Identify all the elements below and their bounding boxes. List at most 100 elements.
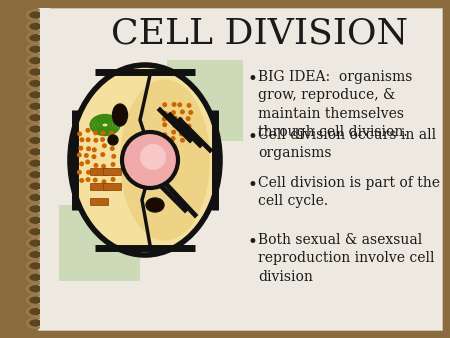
Circle shape <box>109 131 114 136</box>
Circle shape <box>93 171 98 176</box>
Ellipse shape <box>30 126 42 132</box>
Circle shape <box>93 138 99 143</box>
Circle shape <box>93 177 98 183</box>
Ellipse shape <box>30 91 42 98</box>
Bar <box>103 168 121 175</box>
Circle shape <box>171 136 176 141</box>
Bar <box>90 183 108 190</box>
Circle shape <box>91 154 96 159</box>
Ellipse shape <box>30 183 42 190</box>
Circle shape <box>86 128 90 133</box>
Ellipse shape <box>30 46 42 53</box>
Text: BIG IDEA:  organisms
grow, reproduce, &
maintain themselves
through cell divisio: BIG IDEA: organisms grow, reproduce, & m… <box>258 70 412 139</box>
Ellipse shape <box>30 148 42 155</box>
Circle shape <box>180 138 185 143</box>
Circle shape <box>164 138 169 143</box>
Ellipse shape <box>30 285 42 292</box>
Ellipse shape <box>30 263 42 269</box>
Ellipse shape <box>30 194 42 201</box>
Ellipse shape <box>30 171 42 178</box>
Text: CELL DIVISION: CELL DIVISION <box>112 16 409 50</box>
Ellipse shape <box>30 206 42 212</box>
Ellipse shape <box>30 297 42 304</box>
Circle shape <box>171 110 176 115</box>
Circle shape <box>79 161 84 166</box>
Bar <box>38 8 442 330</box>
Circle shape <box>101 164 106 169</box>
Circle shape <box>111 162 116 167</box>
Ellipse shape <box>30 114 42 121</box>
Ellipse shape <box>30 228 42 235</box>
Ellipse shape <box>30 69 42 75</box>
Bar <box>40 8 50 330</box>
Bar <box>90 198 108 205</box>
Text: •: • <box>248 176 258 194</box>
Circle shape <box>108 135 118 145</box>
Ellipse shape <box>30 251 42 258</box>
Circle shape <box>86 146 91 151</box>
Circle shape <box>100 137 105 142</box>
Circle shape <box>94 163 99 168</box>
Circle shape <box>93 130 98 136</box>
Circle shape <box>86 177 90 182</box>
Circle shape <box>79 178 84 183</box>
Ellipse shape <box>30 137 42 144</box>
Circle shape <box>85 160 90 165</box>
Circle shape <box>162 132 167 137</box>
Circle shape <box>86 137 90 142</box>
Circle shape <box>186 124 192 128</box>
FancyBboxPatch shape <box>59 205 140 281</box>
Ellipse shape <box>70 65 220 255</box>
FancyBboxPatch shape <box>167 60 243 141</box>
Circle shape <box>102 179 107 184</box>
Ellipse shape <box>30 240 42 247</box>
Circle shape <box>172 123 177 128</box>
Ellipse shape <box>30 274 42 281</box>
Circle shape <box>173 116 178 121</box>
Text: Both sexual & asexsual
reproduction involve cell
division: Both sexual & asexsual reproduction invo… <box>258 233 435 284</box>
Circle shape <box>186 116 191 121</box>
Circle shape <box>186 103 192 108</box>
Circle shape <box>111 154 116 159</box>
Ellipse shape <box>30 308 42 315</box>
Ellipse shape <box>146 198 164 212</box>
Circle shape <box>171 102 176 107</box>
Circle shape <box>77 152 82 158</box>
Ellipse shape <box>30 57 42 64</box>
Circle shape <box>162 122 167 127</box>
Circle shape <box>140 144 166 170</box>
Circle shape <box>78 146 83 151</box>
Circle shape <box>163 111 168 116</box>
Bar <box>90 168 108 175</box>
Circle shape <box>180 110 185 114</box>
Circle shape <box>110 171 115 176</box>
Ellipse shape <box>30 319 42 327</box>
Circle shape <box>77 131 82 137</box>
Circle shape <box>100 130 105 136</box>
Circle shape <box>179 123 184 128</box>
Text: •: • <box>248 128 258 146</box>
Circle shape <box>178 117 183 122</box>
Circle shape <box>177 102 182 107</box>
Circle shape <box>84 153 89 158</box>
Circle shape <box>162 102 167 107</box>
Circle shape <box>102 143 107 148</box>
Circle shape <box>162 117 167 122</box>
Circle shape <box>179 131 184 137</box>
Text: Cell division occurs in all
organisms: Cell division occurs in all organisms <box>258 128 436 161</box>
Circle shape <box>92 147 97 152</box>
Bar <box>103 183 121 190</box>
Circle shape <box>102 169 107 174</box>
Circle shape <box>188 110 193 115</box>
Text: •: • <box>248 70 258 88</box>
Circle shape <box>110 146 115 151</box>
Circle shape <box>186 131 191 136</box>
Ellipse shape <box>30 34 42 41</box>
Circle shape <box>171 129 176 135</box>
Text: Cell division is part of the
cell cycle.: Cell division is part of the cell cycle. <box>258 176 440 209</box>
Ellipse shape <box>112 104 127 126</box>
Circle shape <box>109 136 114 141</box>
Ellipse shape <box>30 160 42 167</box>
Circle shape <box>100 152 105 157</box>
Circle shape <box>187 137 192 142</box>
